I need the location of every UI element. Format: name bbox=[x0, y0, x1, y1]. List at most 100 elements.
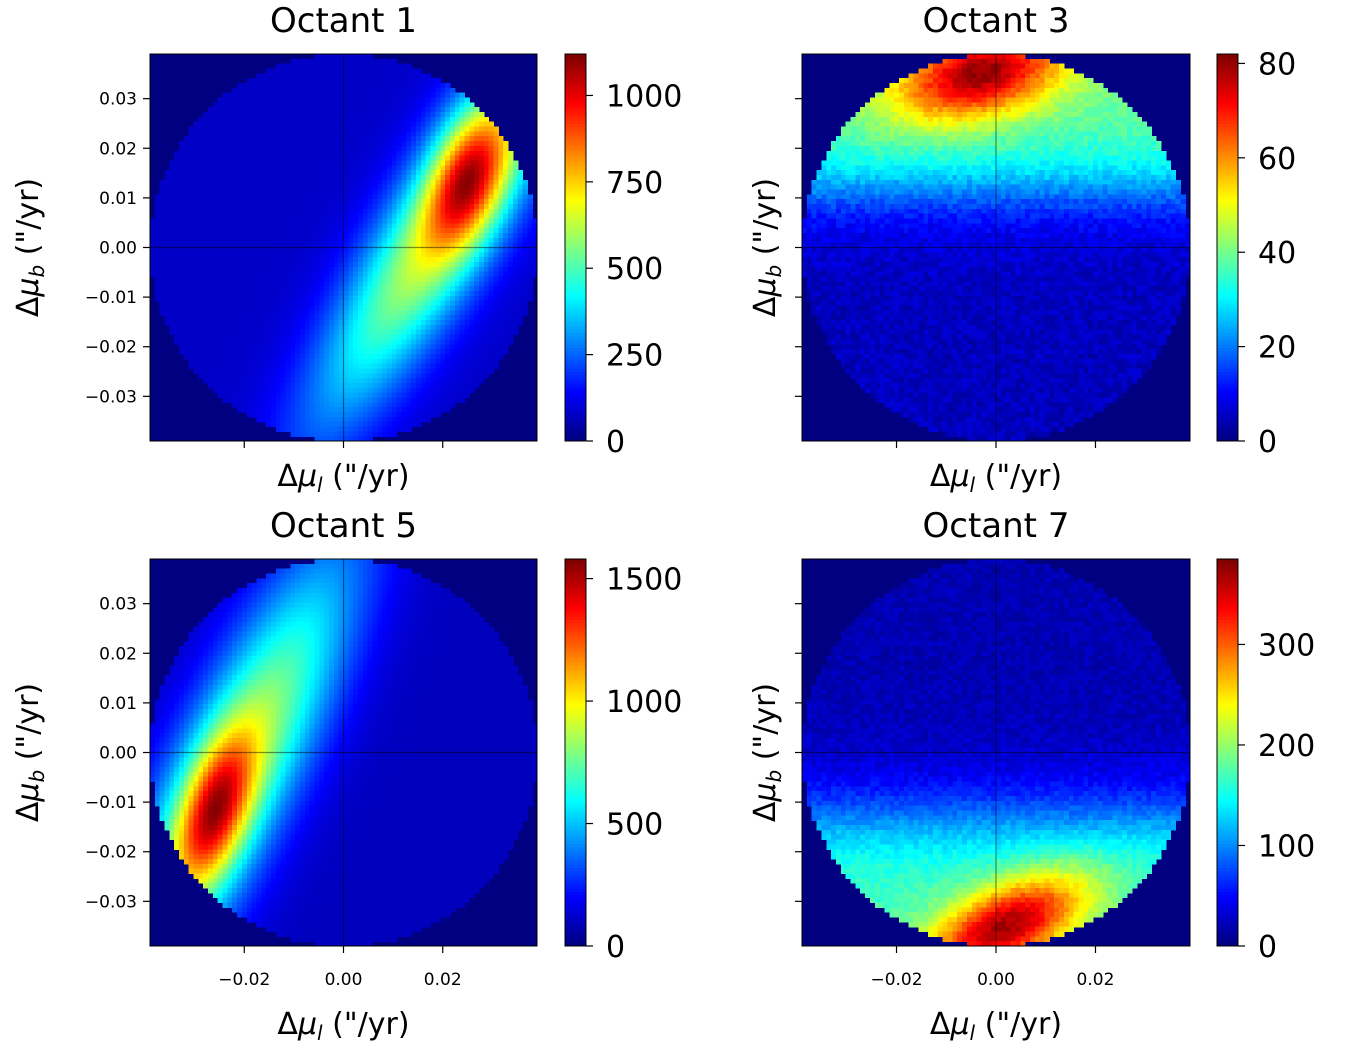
heatmap-cell bbox=[252, 359, 257, 364]
heatmap-cell bbox=[445, 354, 450, 359]
heatmap-cell bbox=[489, 165, 494, 170]
heatmap-cell bbox=[319, 388, 324, 393]
heatmap-cell bbox=[271, 402, 276, 407]
heatmap-cell bbox=[314, 402, 319, 407]
heatmap-cell bbox=[266, 349, 271, 354]
heatmap-cell bbox=[276, 238, 281, 243]
heatmap-cell bbox=[174, 238, 179, 243]
heatmap-cell bbox=[281, 199, 286, 204]
heatmap-cell bbox=[174, 151, 179, 156]
heatmap-cell bbox=[266, 165, 271, 170]
heatmap-cell bbox=[503, 325, 508, 330]
heatmap-cell bbox=[256, 397, 261, 402]
heatmap-cell bbox=[464, 107, 469, 112]
heatmap-cell bbox=[310, 146, 315, 151]
heatmap-cell bbox=[256, 175, 261, 180]
heatmap-cell bbox=[189, 330, 194, 335]
heatmap-cell bbox=[460, 228, 465, 233]
heatmap-cell bbox=[213, 252, 218, 257]
heatmap-cell bbox=[445, 98, 450, 103]
heatmap-cell bbox=[256, 199, 261, 204]
heatmap-cell bbox=[411, 272, 416, 277]
heatmap-cell bbox=[518, 204, 523, 209]
heatmap-cell bbox=[319, 402, 324, 407]
heatmap-cell bbox=[377, 291, 382, 296]
heatmap-cell bbox=[518, 194, 523, 199]
heatmap-cell bbox=[165, 238, 170, 243]
heatmap-cell bbox=[300, 78, 305, 83]
heatmap-cell bbox=[319, 301, 324, 306]
heatmap-cell bbox=[314, 388, 319, 393]
heatmap-cell bbox=[353, 78, 358, 83]
heatmap-cell bbox=[382, 426, 387, 431]
heatmap-cell bbox=[189, 286, 194, 291]
heatmap-cell bbox=[198, 223, 203, 228]
heatmap-cell bbox=[397, 141, 402, 146]
heatmap-cell bbox=[484, 122, 489, 127]
heatmap-cell bbox=[416, 223, 421, 228]
heatmap-cell bbox=[377, 146, 382, 151]
heatmap-cell bbox=[266, 310, 271, 315]
heatmap-cell bbox=[319, 330, 324, 335]
heatmap-cell bbox=[421, 248, 426, 253]
heatmap-cell bbox=[455, 359, 460, 364]
heatmap-cell bbox=[329, 209, 334, 214]
heatmap-cell bbox=[334, 88, 339, 93]
heatmap-cell bbox=[493, 335, 498, 340]
heatmap-cell bbox=[189, 335, 194, 340]
heatmap-cell bbox=[237, 349, 242, 354]
heatmap-cell bbox=[455, 117, 460, 122]
heatmap-cell bbox=[402, 189, 407, 194]
heatmap-cell bbox=[165, 175, 170, 180]
heatmap-cell bbox=[261, 107, 266, 112]
heatmap-cell bbox=[440, 175, 445, 180]
heatmap-cell bbox=[411, 214, 416, 219]
heatmap-cell bbox=[305, 64, 310, 69]
heatmap-cell bbox=[363, 325, 368, 330]
heatmap-cell bbox=[179, 218, 184, 223]
heatmap-cell bbox=[387, 281, 392, 286]
heatmap-cell bbox=[435, 315, 440, 320]
heatmap-cell bbox=[397, 238, 402, 243]
heatmap-cell bbox=[358, 218, 363, 223]
heatmap-cell bbox=[503, 330, 508, 335]
heatmap-cell bbox=[281, 306, 286, 311]
heatmap-cell bbox=[237, 199, 242, 204]
heatmap-cell bbox=[348, 214, 353, 219]
heatmap-cell bbox=[435, 296, 440, 301]
heatmap-cell bbox=[242, 393, 247, 398]
heatmap-cell bbox=[227, 214, 232, 219]
heatmap-cell bbox=[426, 146, 431, 151]
heatmap-cell bbox=[218, 127, 223, 132]
heatmap-cell bbox=[300, 364, 305, 369]
heatmap-cell bbox=[489, 339, 494, 344]
heatmap-cell bbox=[402, 204, 407, 209]
heatmap-cell bbox=[281, 286, 286, 291]
heatmap-cell bbox=[324, 417, 329, 422]
heatmap-cell bbox=[266, 320, 271, 325]
heatmap-cell bbox=[184, 136, 189, 141]
heatmap-cell bbox=[387, 136, 392, 141]
heatmap-cell bbox=[324, 146, 329, 151]
heatmap-cell bbox=[489, 368, 494, 373]
heatmap-cell bbox=[373, 160, 378, 165]
heatmap-cell bbox=[305, 73, 310, 78]
heatmap-cell bbox=[474, 378, 479, 383]
heatmap-cell bbox=[353, 146, 358, 151]
heatmap-cell bbox=[184, 180, 189, 185]
heatmap-cell bbox=[416, 199, 421, 204]
heatmap-cell bbox=[469, 131, 474, 136]
heatmap-cell bbox=[169, 238, 174, 243]
heatmap-cell bbox=[194, 136, 199, 141]
heatmap-cell bbox=[368, 107, 373, 112]
heatmap-cell bbox=[387, 127, 392, 132]
heatmap-cell bbox=[474, 339, 479, 344]
heatmap-cell bbox=[213, 248, 218, 253]
heatmap-cell bbox=[227, 185, 232, 190]
heatmap-cell bbox=[290, 402, 295, 407]
heatmap-cell bbox=[363, 252, 368, 257]
heatmap-cell bbox=[319, 136, 324, 141]
heatmap-cell bbox=[503, 165, 508, 170]
heatmap-cell bbox=[271, 98, 276, 103]
heatmap-cell bbox=[397, 170, 402, 175]
